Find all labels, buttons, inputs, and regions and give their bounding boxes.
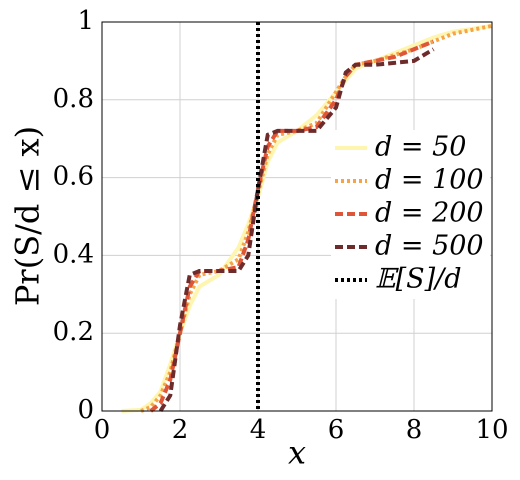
x-tick-label: 2 <box>172 415 189 445</box>
legend-label: 𝔼[S]/d <box>375 264 462 295</box>
x-axis-label: x <box>288 434 306 472</box>
x-tick-label: 10 <box>475 415 508 445</box>
y-tick-label: 1 <box>77 6 94 36</box>
legend-label: d = 500 <box>375 231 484 262</box>
x-tick-label: 4 <box>250 415 267 445</box>
y-tick-label: 0.2 <box>53 317 94 347</box>
line-series <box>121 23 493 413</box>
line-series <box>158 47 435 413</box>
y-tick-label: 0.4 <box>53 239 94 269</box>
y-axis-label: Pr(S/d ≤ x) <box>9 126 47 306</box>
y-tick-label: 0.6 <box>53 162 94 192</box>
x-tick-label: 8 <box>406 415 423 445</box>
y-tick-label: 0.8 <box>53 84 94 114</box>
legend-label: d = 200 <box>375 198 484 229</box>
x-tick-label: 6 <box>328 415 345 445</box>
legend-label: d = 100 <box>375 165 484 196</box>
y-tick-label: 0 <box>77 395 94 425</box>
legend-label: d = 50 <box>375 132 466 163</box>
legend-box <box>331 130 490 299</box>
x-tick-label: 0 <box>94 415 111 445</box>
plot-frame <box>101 21 493 412</box>
